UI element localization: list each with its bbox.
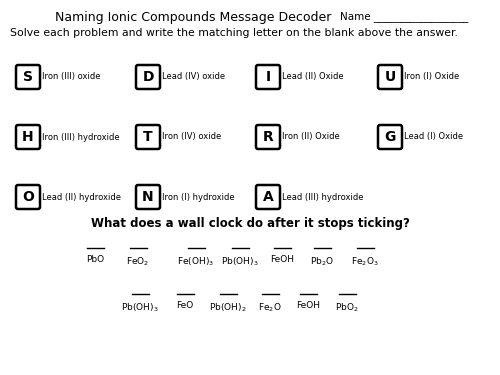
- Text: Pb$_2$O: Pb$_2$O: [310, 255, 334, 267]
- Text: Lead (II) Oxide: Lead (II) Oxide: [282, 72, 344, 81]
- Text: Iron (III) oxide: Iron (III) oxide: [42, 72, 100, 81]
- Text: R: R: [262, 130, 274, 144]
- Text: Fe$_2$O: Fe$_2$O: [258, 301, 282, 313]
- Text: Iron (I) hydroxide: Iron (I) hydroxide: [162, 192, 234, 201]
- Text: Lead (I) Oxide: Lead (I) Oxide: [404, 132, 463, 141]
- FancyBboxPatch shape: [16, 125, 40, 149]
- FancyBboxPatch shape: [136, 185, 160, 209]
- Text: What does a wall clock do after it stops ticking?: What does a wall clock do after it stops…: [90, 216, 409, 229]
- Text: Pb(OH)$_3$: Pb(OH)$_3$: [121, 301, 159, 313]
- Text: S: S: [23, 70, 33, 84]
- Text: H: H: [22, 130, 34, 144]
- Text: N: N: [142, 190, 154, 204]
- Text: Lead (II) hydroxide: Lead (II) hydroxide: [42, 192, 121, 201]
- Text: O: O: [22, 190, 34, 204]
- FancyBboxPatch shape: [256, 125, 280, 149]
- Text: FeOH: FeOH: [270, 255, 294, 264]
- Text: G: G: [384, 130, 396, 144]
- FancyBboxPatch shape: [256, 65, 280, 89]
- Text: FeO: FeO: [176, 301, 194, 310]
- Text: T: T: [143, 130, 153, 144]
- Text: FeO$_2$: FeO$_2$: [126, 255, 150, 267]
- FancyBboxPatch shape: [136, 65, 160, 89]
- Text: Pb(OH)$_3$: Pb(OH)$_3$: [221, 255, 259, 267]
- Text: Fe$_2$O$_3$: Fe$_2$O$_3$: [351, 255, 379, 267]
- FancyBboxPatch shape: [378, 65, 402, 89]
- Text: PbO: PbO: [86, 255, 104, 264]
- Text: Fe(OH)$_3$: Fe(OH)$_3$: [178, 255, 214, 267]
- FancyBboxPatch shape: [136, 125, 160, 149]
- FancyBboxPatch shape: [378, 125, 402, 149]
- FancyBboxPatch shape: [256, 185, 280, 209]
- Text: I: I: [266, 70, 270, 84]
- Text: Iron (I) Oxide: Iron (I) Oxide: [404, 72, 459, 81]
- Text: Lead (IV) oxide: Lead (IV) oxide: [162, 72, 225, 81]
- FancyBboxPatch shape: [16, 185, 40, 209]
- Text: PbO$_2$: PbO$_2$: [335, 301, 359, 313]
- Text: Name __________________: Name __________________: [340, 11, 468, 22]
- Text: D: D: [142, 70, 154, 84]
- Text: A: A: [262, 190, 274, 204]
- Text: Iron (II) Oxide: Iron (II) Oxide: [282, 132, 340, 141]
- Text: U: U: [384, 70, 396, 84]
- Text: Iron (III) hydroxide: Iron (III) hydroxide: [42, 132, 119, 141]
- Text: Iron (IV) oxide: Iron (IV) oxide: [162, 132, 221, 141]
- Text: Naming Ionic Compounds Message Decoder: Naming Ionic Compounds Message Decoder: [55, 11, 331, 24]
- Text: Pb(OH)$_2$: Pb(OH)$_2$: [209, 301, 247, 313]
- FancyBboxPatch shape: [16, 65, 40, 89]
- Text: FeOH: FeOH: [296, 301, 320, 310]
- Text: Lead (III) hydroxide: Lead (III) hydroxide: [282, 192, 364, 201]
- Text: Solve each problem and write the matching letter on the blank above the answer.: Solve each problem and write the matchin…: [10, 28, 458, 38]
